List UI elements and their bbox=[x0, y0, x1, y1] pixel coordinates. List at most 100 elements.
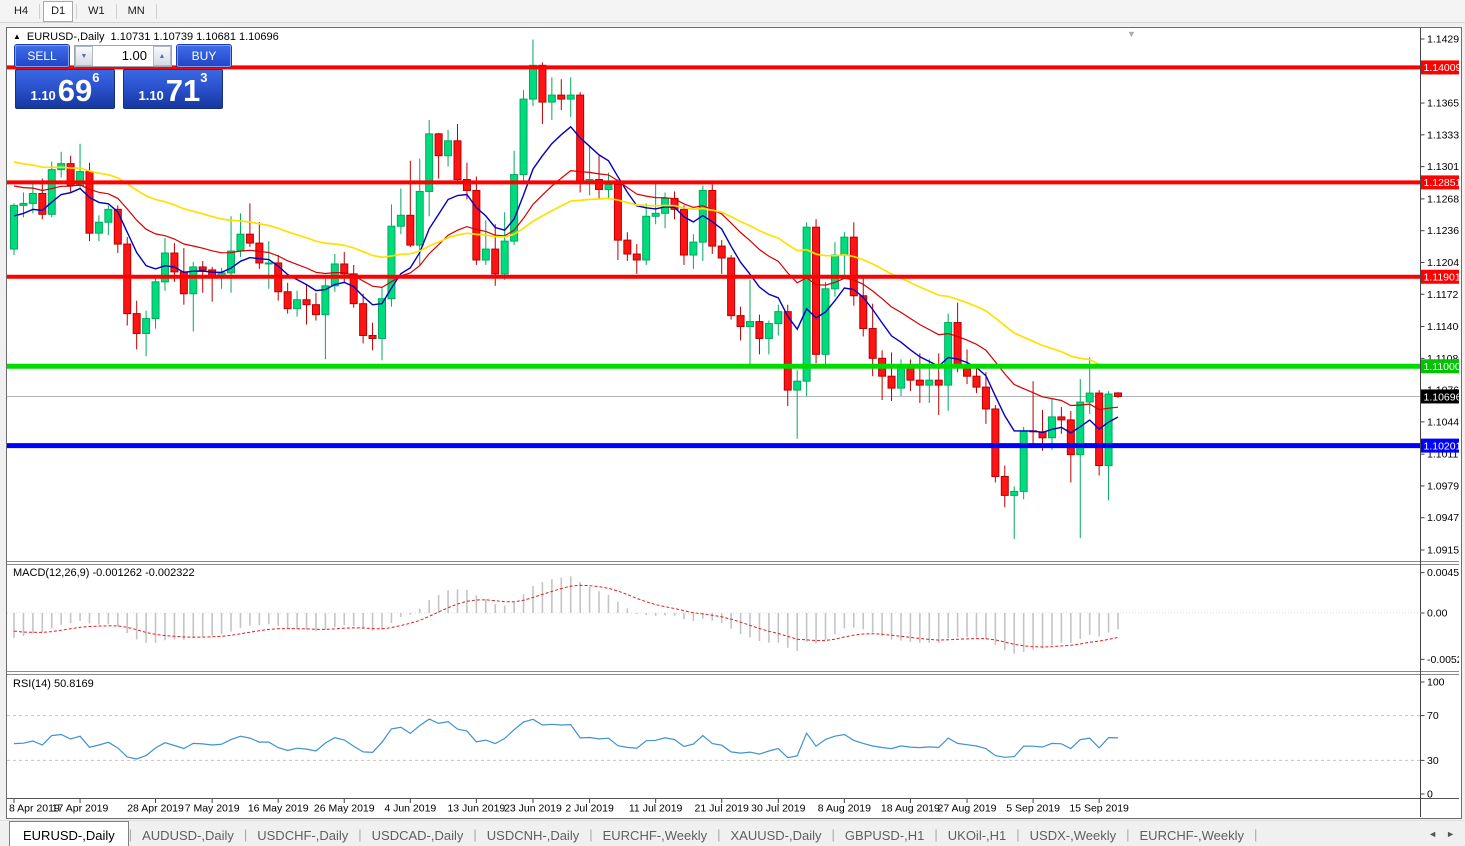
toolbar-separator bbox=[76, 3, 78, 19]
volume-input[interactable]: 1.00 bbox=[93, 46, 153, 66]
tab-eurusd-daily[interactable]: EURUSD-,Daily bbox=[9, 821, 129, 846]
volume-up-icon[interactable]: ▲ bbox=[153, 46, 171, 66]
tab-separator: | bbox=[1126, 827, 1130, 842]
chart-canvas[interactable]: 0.004536 0.00 -0.005205 100 70 30 0 1.14295 1.13… bbox=[7, 28, 1459, 817]
chart-window: 0.004536 0.00 -0.005205 100 70 30 0 1.14295 1.13… bbox=[6, 27, 1462, 819]
tab-usdchf-daily[interactable]: USDCHF-,Daily bbox=[257, 827, 349, 843]
svg-text:16 May 2019: 16 May 2019 bbox=[248, 803, 309, 815]
tab-separator: | bbox=[473, 827, 477, 842]
svg-text:1.09475: 1.09475 bbox=[1427, 512, 1459, 524]
tab-eurchf-weekly[interactable]: EURCHF-,Weekly bbox=[1139, 827, 1245, 843]
svg-text:1.13010: 1.13010 bbox=[1427, 161, 1459, 173]
svg-text:4 Jun 2019: 4 Jun 2019 bbox=[384, 803, 436, 815]
svg-text:30 Jul 2019: 30 Jul 2019 bbox=[751, 803, 805, 815]
svg-text:100: 100 bbox=[1427, 677, 1445, 689]
toolbar-separator bbox=[115, 3, 117, 19]
macd-indicator-label: MACD(12,26,9) -0.001262 -0.002322 bbox=[13, 567, 195, 579]
symbol-tabbar: EURUSD-,Daily | AUDUSD-,Daily | USDCHF-,Dail… bbox=[0, 820, 1465, 846]
tab-usdcad-daily[interactable]: USDCAD-,Daily bbox=[371, 827, 464, 843]
svg-text:-0.005205: -0.005205 bbox=[1427, 654, 1459, 666]
svg-text:1.10201: 1.10201 bbox=[1424, 440, 1460, 452]
svg-text:0.004536: 0.004536 bbox=[1427, 567, 1459, 579]
tab-separator: | bbox=[717, 827, 721, 842]
svg-text:11 Jul 2019: 11 Jul 2019 bbox=[629, 803, 683, 815]
one-click-trade-panel: SELL ▼ 1.00 ▲ BUY 1.10 69 6 1.10 71 3 bbox=[15, 45, 231, 109]
toolbar-separator bbox=[39, 3, 41, 19]
tab-separator: | bbox=[1016, 827, 1020, 842]
buy-price-big: 71 bbox=[165, 73, 201, 109]
chart-symbol-title: EURUSD-,Daily bbox=[26, 31, 105, 43]
buy-price-box[interactable]: 1.10 71 3 bbox=[123, 69, 223, 109]
tab-xauusd-daily[interactable]: XAUUSD-,Daily bbox=[730, 827, 822, 843]
svg-text:8 Apr 2019: 8 Apr 2019 bbox=[9, 803, 60, 815]
svg-text:5 Sep 2019: 5 Sep 2019 bbox=[1006, 803, 1060, 815]
svg-text:1.09150: 1.09150 bbox=[1427, 545, 1459, 557]
timeframe-button-mn[interactable]: MN bbox=[127, 5, 145, 17]
tab-ukoil-h1[interactable]: UKOil-,H1 bbox=[947, 827, 1007, 843]
svg-text:0.00: 0.00 bbox=[1427, 608, 1448, 620]
svg-text:1.14009: 1.14009 bbox=[1424, 62, 1460, 74]
buy-price-prefix: 1.10 bbox=[138, 88, 164, 103]
tab-scroll-left-icon[interactable]: ◄ bbox=[1428, 828, 1438, 839]
svg-text:1.12685: 1.12685 bbox=[1427, 193, 1459, 205]
tab-separator: | bbox=[934, 827, 938, 842]
svg-text:1.11400: 1.11400 bbox=[1427, 321, 1459, 333]
tab-usdcnh-daily[interactable]: USDCNH-,Daily bbox=[486, 827, 580, 843]
svg-text:1.10696: 1.10696 bbox=[1424, 391, 1460, 403]
timeframe-toolbar: H4 D1 W1 MN bbox=[0, 0, 1465, 23]
tab-separator: | bbox=[831, 827, 835, 842]
chart-shift-icon[interactable]: ▼ bbox=[1127, 29, 1136, 39]
svg-text:1.12045: 1.12045 bbox=[1427, 257, 1459, 269]
svg-text:8 Aug 2019: 8 Aug 2019 bbox=[818, 803, 871, 815]
svg-text:1.12365: 1.12365 bbox=[1427, 225, 1459, 237]
tab-gbpusd-h1[interactable]: GBPUSD-,H1 bbox=[844, 827, 925, 843]
svg-text:70: 70 bbox=[1427, 710, 1439, 722]
svg-text:21 Jul 2019: 21 Jul 2019 bbox=[695, 803, 749, 815]
svg-text:1.12851: 1.12851 bbox=[1424, 177, 1460, 189]
tab-audusd-daily[interactable]: AUDUSD-,Daily bbox=[142, 827, 234, 843]
chart-header: ▲ EURUSD-,Daily 1.10731 1.10739 1.10681 … bbox=[13, 31, 279, 43]
sell-price-box[interactable]: 1.10 69 6 bbox=[15, 69, 115, 109]
timeframe-button-d1[interactable]: D1 bbox=[43, 0, 74, 22]
tab-scroll-right-icon[interactable]: ► bbox=[1446, 828, 1455, 839]
sell-price-big: 69 bbox=[57, 73, 93, 109]
svg-text:1.13650: 1.13650 bbox=[1427, 98, 1459, 110]
svg-text:26 May 2019: 26 May 2019 bbox=[314, 803, 375, 815]
tab-scroll-arrows: ◄ ► bbox=[1428, 821, 1465, 846]
tab-separator: | bbox=[128, 827, 133, 842]
svg-text:1.11901: 1.11901 bbox=[1424, 272, 1460, 284]
volume-down-icon[interactable]: ▼ bbox=[75, 46, 93, 66]
tab-eurchf-weekly[interactable]: EURCHF-,Weekly bbox=[602, 827, 708, 843]
tab-separator: | bbox=[243, 827, 248, 842]
svg-text:1.11725: 1.11725 bbox=[1427, 289, 1459, 301]
svg-text:1.11000: 1.11000 bbox=[1424, 361, 1460, 373]
svg-text:2 Jul 2019: 2 Jul 2019 bbox=[565, 803, 614, 815]
svg-text:18 Aug 2019: 18 Aug 2019 bbox=[881, 803, 940, 815]
sell-price-prefix: 1.10 bbox=[30, 88, 56, 103]
timeframe-button-h4[interactable]: H4 bbox=[14, 5, 29, 17]
svg-text:15 Sep 2019: 15 Sep 2019 bbox=[1069, 803, 1129, 815]
svg-text:17 Apr 2019: 17 Apr 2019 bbox=[52, 803, 109, 815]
tab-usdx-weekly[interactable]: USDX-,Weekly bbox=[1029, 827, 1117, 843]
svg-text:0: 0 bbox=[1427, 789, 1433, 801]
tab-separator: | bbox=[589, 827, 593, 842]
volume-stepper: ▼ 1.00 ▲ bbox=[74, 45, 172, 67]
tab-separator: | bbox=[358, 827, 362, 842]
svg-text:30: 30 bbox=[1427, 755, 1439, 767]
collapse-panel-icon[interactable]: ▲ bbox=[13, 32, 21, 41]
svg-text:7 May 2019: 7 May 2019 bbox=[185, 803, 240, 815]
svg-text:23 Jun 2019: 23 Jun 2019 bbox=[504, 803, 562, 815]
svg-text:1.10440: 1.10440 bbox=[1427, 416, 1459, 428]
svg-text:1.13330: 1.13330 bbox=[1427, 129, 1459, 141]
svg-text:13 Jun 2019: 13 Jun 2019 bbox=[447, 803, 505, 815]
svg-text:1.14295: 1.14295 bbox=[1427, 34, 1459, 46]
buy-button[interactable]: BUY bbox=[177, 45, 231, 67]
sell-price-pip: 6 bbox=[92, 70, 100, 85]
sell-button[interactable]: SELL bbox=[15, 45, 69, 67]
svg-text:27 Aug 2019: 27 Aug 2019 bbox=[938, 803, 997, 815]
svg-text:28 Apr 2019: 28 Apr 2019 bbox=[127, 803, 184, 815]
timeframe-button-w1[interactable]: W1 bbox=[88, 5, 105, 17]
tab-separator: | bbox=[1254, 827, 1258, 842]
chart-ohlc-values: 1.10731 1.10739 1.10681 1.10696 bbox=[110, 31, 279, 43]
